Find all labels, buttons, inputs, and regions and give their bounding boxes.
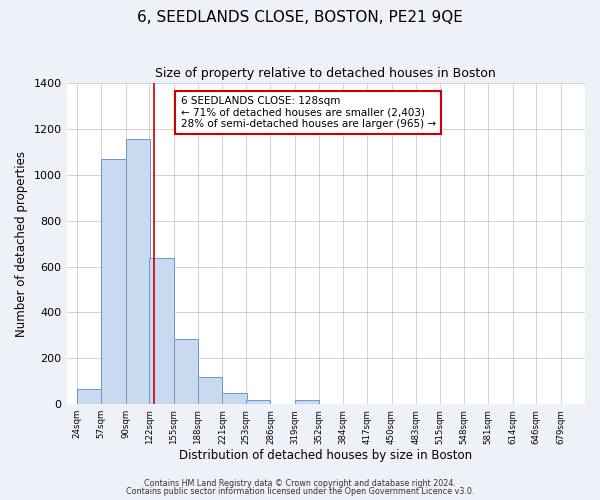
Bar — [295, 400, 319, 404]
Text: Contains HM Land Registry data © Crown copyright and database right 2024.: Contains HM Land Registry data © Crown c… — [144, 478, 456, 488]
Bar — [223, 393, 247, 404]
Bar — [246, 400, 271, 404]
Bar — [149, 258, 173, 404]
Text: 6 SEEDLANDS CLOSE: 128sqm
← 71% of detached houses are smaller (2,403)
28% of se: 6 SEEDLANDS CLOSE: 128sqm ← 71% of detac… — [181, 96, 436, 129]
Title: Size of property relative to detached houses in Boston: Size of property relative to detached ho… — [155, 68, 496, 80]
Bar — [101, 159, 125, 404]
Text: 6, SEEDLANDS CLOSE, BOSTON, PE21 9QE: 6, SEEDLANDS CLOSE, BOSTON, PE21 9QE — [137, 10, 463, 25]
Y-axis label: Number of detached properties: Number of detached properties — [15, 150, 28, 336]
Bar — [125, 140, 150, 404]
Text: Contains public sector information licensed under the Open Government Licence v3: Contains public sector information licen… — [126, 487, 474, 496]
Bar — [198, 376, 223, 404]
X-axis label: Distribution of detached houses by size in Boston: Distribution of detached houses by size … — [179, 450, 472, 462]
Bar — [77, 390, 101, 404]
Bar — [173, 339, 198, 404]
